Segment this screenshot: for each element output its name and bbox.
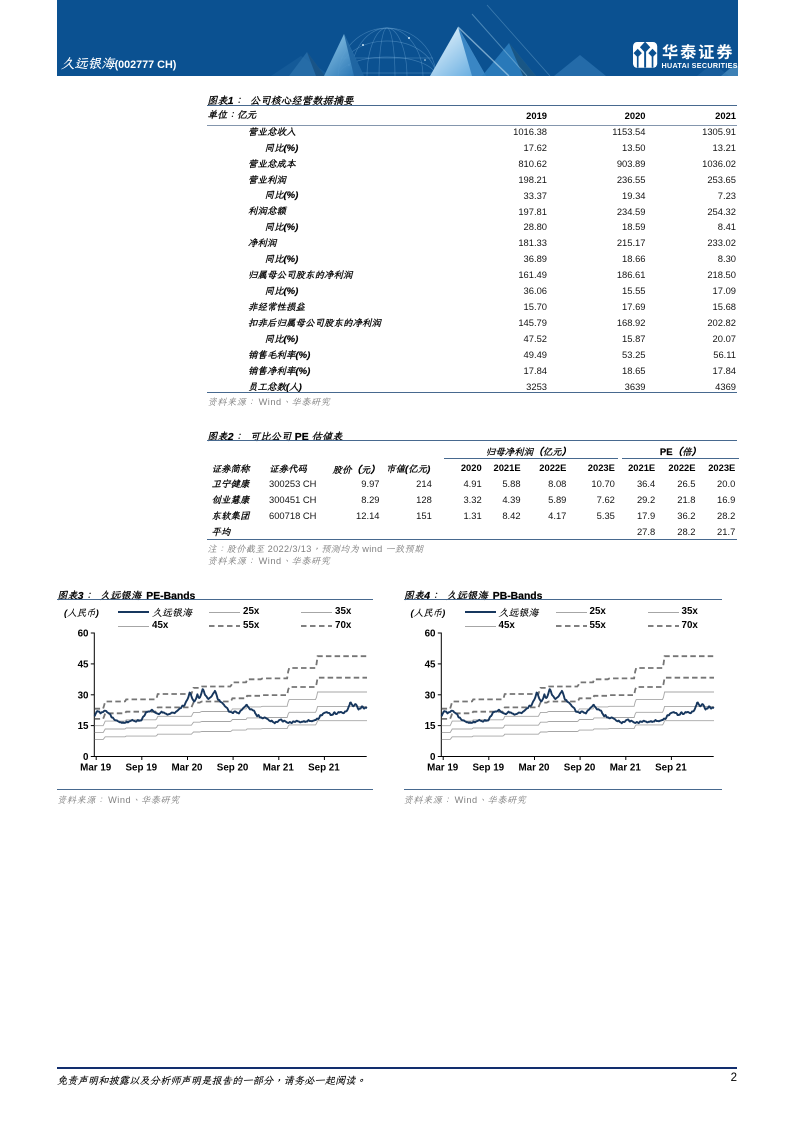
svg-text:30: 30	[78, 690, 89, 701]
svg-text:30: 30	[424, 690, 435, 701]
svg-text:15: 15	[424, 721, 435, 732]
svg-text:0: 0	[430, 752, 436, 763]
svg-text:45: 45	[78, 660, 89, 671]
svg-text:Mar 19: Mar 19	[427, 763, 459, 774]
svg-text:15: 15	[78, 721, 89, 732]
svg-text:60: 60	[78, 629, 89, 640]
svg-text:Mar 21: Mar 21	[263, 763, 295, 774]
svg-text:Mar 20: Mar 20	[171, 763, 203, 774]
svg-text:Mar 20: Mar 20	[518, 763, 550, 774]
svg-text:45: 45	[424, 660, 435, 671]
svg-text:Mar 21: Mar 21	[609, 763, 641, 774]
svg-text:Mar 19: Mar 19	[80, 763, 112, 774]
svg-text:Sep 20: Sep 20	[217, 763, 249, 774]
svg-text:Sep 19: Sep 19	[472, 763, 504, 774]
svg-text:Sep 20: Sep 20	[563, 763, 595, 774]
svg-text:Sep 21: Sep 21	[308, 763, 340, 774]
svg-text:Sep 19: Sep 19	[126, 763, 158, 774]
svg-text:0: 0	[83, 752, 89, 763]
svg-text:Sep 21: Sep 21	[655, 763, 687, 774]
svg-text:60: 60	[424, 629, 435, 640]
